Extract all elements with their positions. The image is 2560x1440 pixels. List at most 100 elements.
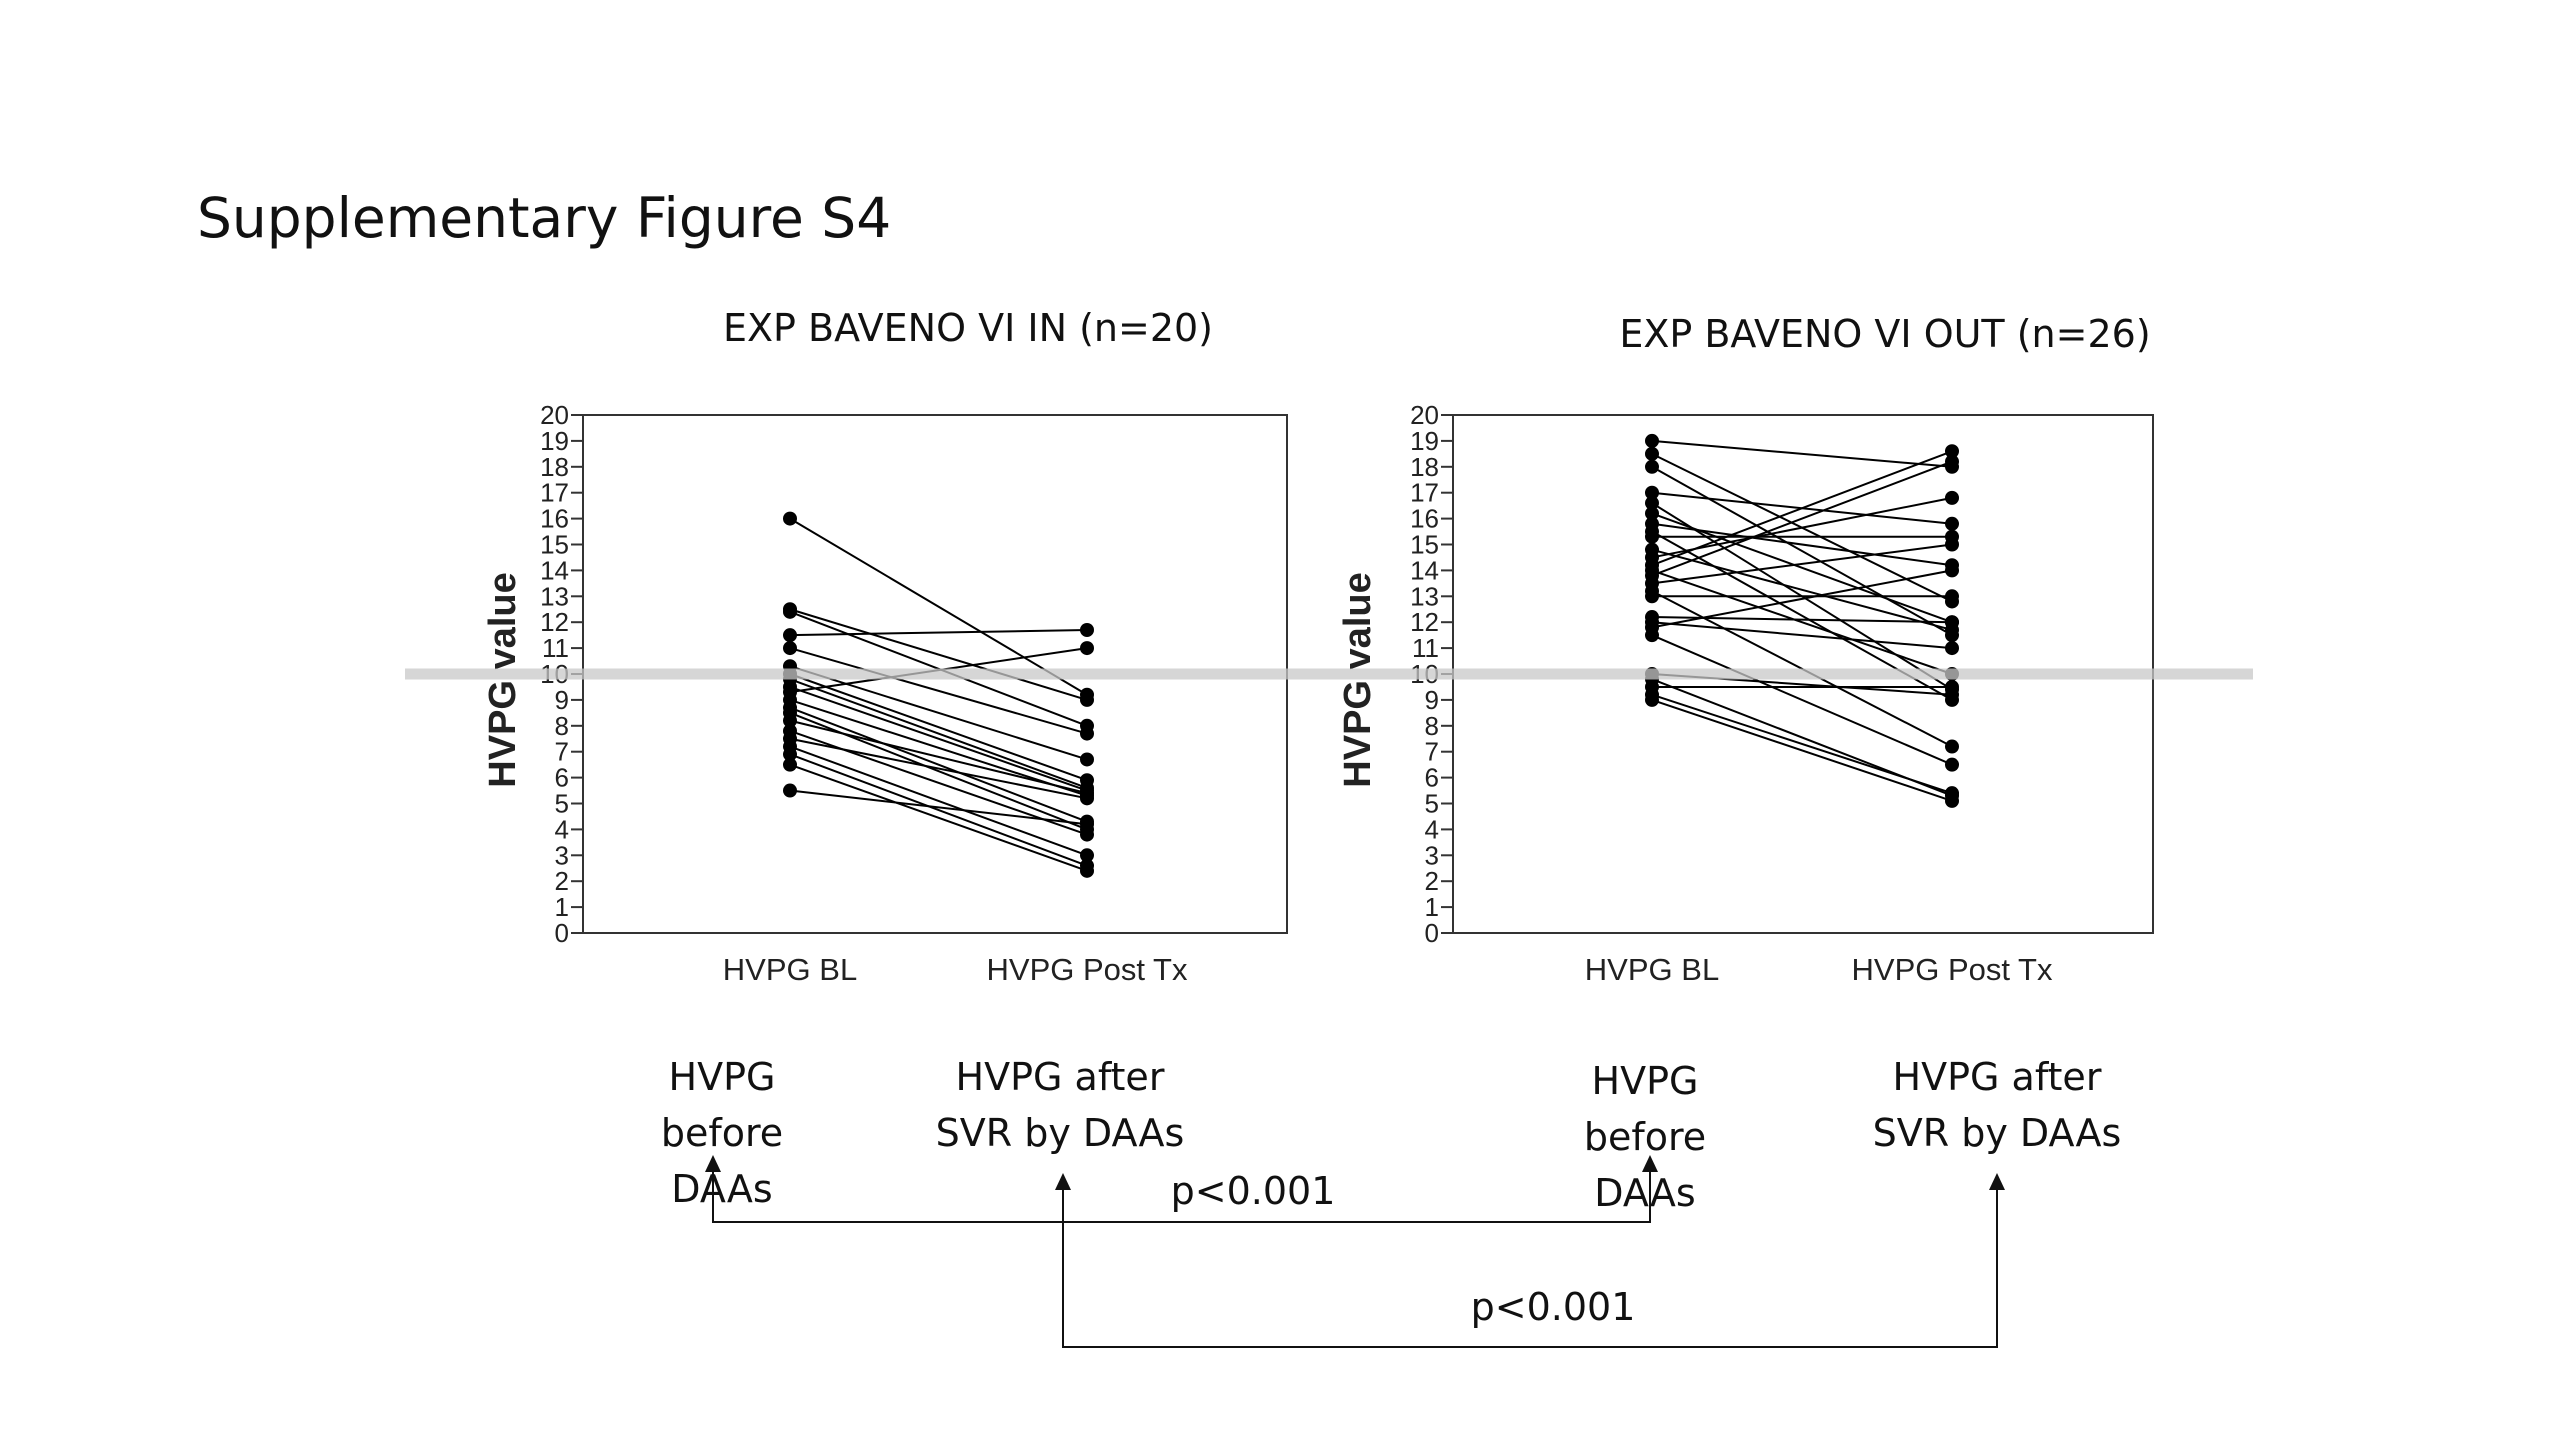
bracket-after-arrow-left — [1055, 1173, 1071, 1190]
chart-out-ytick-label: 4 — [1425, 814, 1439, 844]
annotation-in-before: HVPG before DAAs — [661, 1055, 783, 1211]
annotation-in-after-line1: HVPG after — [956, 1055, 1165, 1099]
chart-in-ytick-label: 1 — [555, 892, 569, 922]
chart-out-ytick-label: 5 — [1425, 789, 1439, 819]
chart-in-ytick-label: 3 — [555, 840, 569, 870]
chart-in-points — [783, 511, 1094, 878]
chart-out-ytick-label: 12 — [1410, 607, 1439, 637]
chart-out-patient-line — [1651, 569, 1953, 675]
annotation-in-after: HVPG after SVR by DAAs — [936, 1055, 1185, 1155]
annotation-in-before-line1: HVPG — [669, 1055, 776, 1099]
chart-out-point-bl — [1645, 628, 1659, 643]
chart-in-point-post — [1080, 817, 1094, 832]
chart-out-point-bl — [1645, 446, 1659, 461]
chart-out-ytick-label: 16 — [1410, 504, 1439, 534]
chart-in-ytick-label: 16 — [540, 504, 569, 534]
bracket-before-line — [712, 1172, 1651, 1223]
chart-out-patient-line — [1651, 496, 1953, 559]
annotation-out-after: HVPG after SVR by DAAs — [1873, 1055, 2122, 1155]
chart-out-point-post — [1945, 490, 1959, 505]
chart-out-point-bl — [1645, 485, 1659, 500]
chart-in-point-bl — [783, 628, 797, 643]
chart-out-ytick-label: 9 — [1425, 685, 1439, 715]
chart-out-point-bl — [1645, 433, 1659, 448]
chart-out-point-bl — [1645, 589, 1659, 604]
chart-in-patient-line — [789, 698, 1088, 797]
chart-in-patient-line — [789, 737, 1088, 800]
chart-in-ytick-label: 2 — [555, 866, 569, 896]
chart-out-point-bl — [1645, 529, 1659, 544]
bracket-before-arrow-left — [705, 1155, 721, 1172]
bracket-before — [705, 1155, 1658, 1223]
chart-out-point-bl — [1645, 692, 1659, 707]
bracket-before-arrow-right — [1642, 1155, 1658, 1172]
chart-in-ytick-label: 4 — [555, 814, 569, 844]
p-value-before: p<0.001 — [1171, 1169, 1336, 1213]
chart-in-point-post — [1080, 848, 1094, 863]
chart-out-patient-line — [1651, 460, 1953, 577]
chart-out-patient-line — [1651, 634, 1953, 766]
chart-in-patient-line — [789, 665, 1088, 761]
chart-in-ytick-label: 12 — [540, 607, 569, 637]
slide-title: Supplementary Figure S4 — [197, 186, 891, 250]
bracket-after — [1055, 1173, 2005, 1348]
chart-out-patient-line — [1651, 693, 1953, 795]
chart-out-point-post — [1945, 679, 1959, 694]
chart-in-ytick-label: 19 — [540, 426, 569, 456]
chart-out-ytick-label: 7 — [1425, 737, 1439, 767]
chart-in-ytick-label: 8 — [555, 711, 569, 741]
chart-out-patient-line — [1651, 439, 1953, 468]
chart-in-patient-line — [789, 706, 1088, 823]
chart-out-ytick-label: 18 — [1410, 452, 1439, 482]
chart-in-ytick-label: 17 — [540, 478, 569, 508]
annotation-in-before-line2: before — [661, 1111, 783, 1155]
chart-out-patient-line — [1651, 450, 1953, 567]
chart-in-ytick-label: 0 — [555, 918, 569, 948]
chart-out-ylabel: HVPG value — [1337, 572, 1379, 787]
chart-in-ytick-label: 11 — [542, 633, 569, 663]
chart-in-point-bl — [783, 604, 797, 619]
chart-out-patient-line — [1651, 621, 1953, 650]
chart-in-patient-line — [789, 686, 1088, 792]
chart-in-lines — [789, 517, 1088, 872]
chart-in-patient-line — [789, 608, 1088, 701]
chart-in-ylabel: HVPG value — [482, 572, 524, 787]
chart-out-xlabel-post: HVPG Post Tx — [1852, 952, 2053, 987]
chart-out-ytick-label: 19 — [1410, 426, 1439, 456]
chart-out-axes: 01234567891011121314151617181920 — [1410, 400, 2154, 948]
chart-out-patient-line — [1651, 522, 1953, 567]
chart-out-lines — [1651, 439, 1953, 802]
chart-out-points — [1645, 433, 1959, 808]
chart-in-point-post — [1080, 863, 1094, 878]
chart-out-point-post — [1945, 757, 1959, 772]
chart-out-patient-line — [1651, 548, 1953, 631]
chart-out-patient-line — [1651, 698, 1953, 802]
chart-in-point-post — [1080, 726, 1094, 741]
chart-in-patient-line — [789, 517, 1088, 696]
chart-in-point-post — [1080, 622, 1094, 637]
chart-out-ytick-label: 6 — [1425, 763, 1439, 793]
chart-out-patient-line — [1651, 569, 1953, 629]
chart-in-point-bl — [783, 757, 797, 772]
chart-in-ytick-label: 5 — [555, 789, 569, 819]
chart-out-point-post — [1945, 739, 1959, 754]
annotation-in-before-line3: DAAs — [671, 1167, 772, 1211]
chart-in-patient-line — [789, 628, 1088, 637]
chart-in-point-post — [1080, 641, 1094, 656]
chart-out-point-post — [1945, 641, 1959, 656]
chart-in-ytick-label: 9 — [555, 685, 569, 715]
chart-out-point-post — [1945, 589, 1959, 604]
chart-in-point-post — [1080, 791, 1094, 806]
bracket-after-line — [1062, 1190, 1998, 1348]
annotation-in-after-line2: SVR by DAAs — [936, 1111, 1185, 1155]
chart-out-patient-line — [1651, 543, 1953, 585]
annotation-out-before-line1: HVPG — [1592, 1059, 1699, 1103]
chart-out-patient-line — [1651, 465, 1953, 637]
chart-out-title: EXP BAVENO VI OUT (n=26) — [1619, 312, 2150, 356]
chart-in-ytick-label: 13 — [540, 581, 569, 611]
chart-out-point-post — [1945, 516, 1959, 531]
chart-in-patient-line — [789, 763, 1088, 872]
chart-in-xlabel-bl: HVPG BL — [723, 952, 857, 987]
chart-out-ytick-label: 3 — [1425, 840, 1439, 870]
